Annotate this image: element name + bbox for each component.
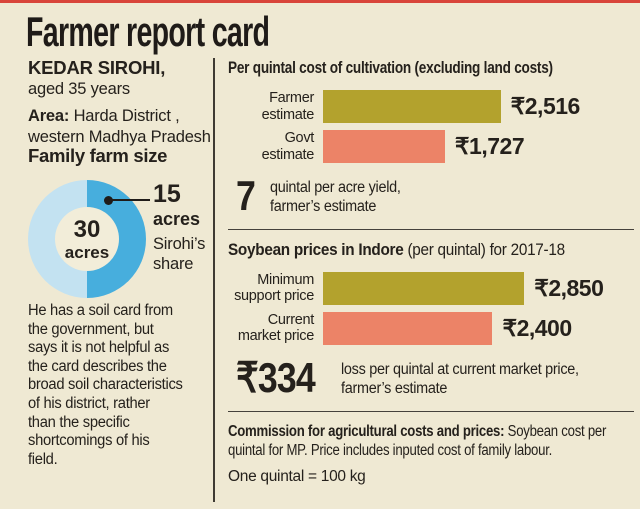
prices-bar-chart: Minimum support price ₹2,850 Current mar… [228,271,634,345]
bar-label: Current market price [237,312,314,345]
farmer-area-line2: western Madhya Pradesh [28,127,211,146]
callout-value: 15 [153,180,181,208]
donut-center-value: 30 [73,215,101,243]
bar-govt-estimate [323,130,445,163]
yield-figure: 7 [236,172,256,219]
soil-card-paragraph: He has a soil card from the government, … [28,302,183,468]
callout-note: Sirohi’s share [153,235,206,274]
bar-row-farmer-estimate: Farmer estimate ₹2,516 [228,90,634,123]
farm-size-donut-chart: 30 acres [28,180,146,298]
prices-section-heading: Soybean prices in Indore (per quintal) f… [228,240,593,260]
farm-size-heading: Family farm size [28,145,168,166]
loss-stat: ₹334 loss per quintal at current market … [236,353,634,401]
bar-row-govt-estimate: Govt estimate ₹1,727 [228,130,634,163]
bar-value: ₹1,727 [454,133,525,159]
loss-figure: ₹334 [236,353,316,401]
quintal-note: One quintal = 100 kg [228,468,366,486]
loss-text: loss per quintal at current market price… [340,360,579,398]
page-title: Farmer report card [26,8,270,55]
bar-row-msp: Minimum support price ₹2,850 [228,271,634,305]
yield-stat: 7 quintal per acre yield, farmer’s estim… [236,172,634,219]
donut-center: 30 acres [55,207,119,271]
footer-rule [228,410,634,412]
column-divider [213,58,215,502]
section-rule [228,228,634,230]
yield-text: quintal per acre yield, farmer’s estimat… [270,179,401,216]
bar-current-market-price [323,311,493,345]
donut-center-unit: acres [64,242,110,262]
bar-farmer-estimate [323,90,501,123]
prices-heading-bold: Soybean prices in Indore [228,239,404,259]
cost-section-heading: Per quintal cost of cultivation (excludi… [228,58,553,77]
callout-dot [104,196,113,205]
source-note-bold: Commission for agricultural costs and pr… [228,422,505,440]
bar-minimum-support-price [323,271,525,305]
farmer-profile: KEDAR SIROHI, aged 35 years Area: Harda … [28,56,211,148]
prices-heading-rest: (per quintal) for 2017-18 [403,239,565,259]
callout-unit: acres [153,209,201,229]
bar-value: ₹2,400 [502,314,572,341]
callout-line [112,199,150,201]
bar-label: Farmer estimate [261,90,315,123]
area-label: Area: [28,107,70,126]
source-note-rest: Soybean cost per quintal for MP. Price i… [228,422,607,459]
farmer-age: aged 35 years [28,80,130,99]
cost-bar-chart: Farmer estimate ₹2,516 Govt estimate ₹1,… [228,90,634,163]
bar-label: Govt estimate [261,130,315,163]
accent-top-line [0,0,640,3]
bar-label: Minimum support price [234,272,314,305]
bar-value: ₹2,850 [534,274,604,301]
bar-value: ₹2,516 [510,93,581,119]
farmer-name: KEDAR SIROHI, [28,57,166,78]
donut-callout: 15 acres Sirohi’s share [153,182,205,274]
source-note: Commission for agricultural costs and pr… [228,422,636,461]
farmer-area-line1: Area: Harda District , [28,106,211,127]
report-panel: Per quintal cost of cultivation (excludi… [228,58,634,486]
bar-row-market-price: Current market price ₹2,400 [228,311,634,345]
area-value: Harda District , [69,107,180,126]
